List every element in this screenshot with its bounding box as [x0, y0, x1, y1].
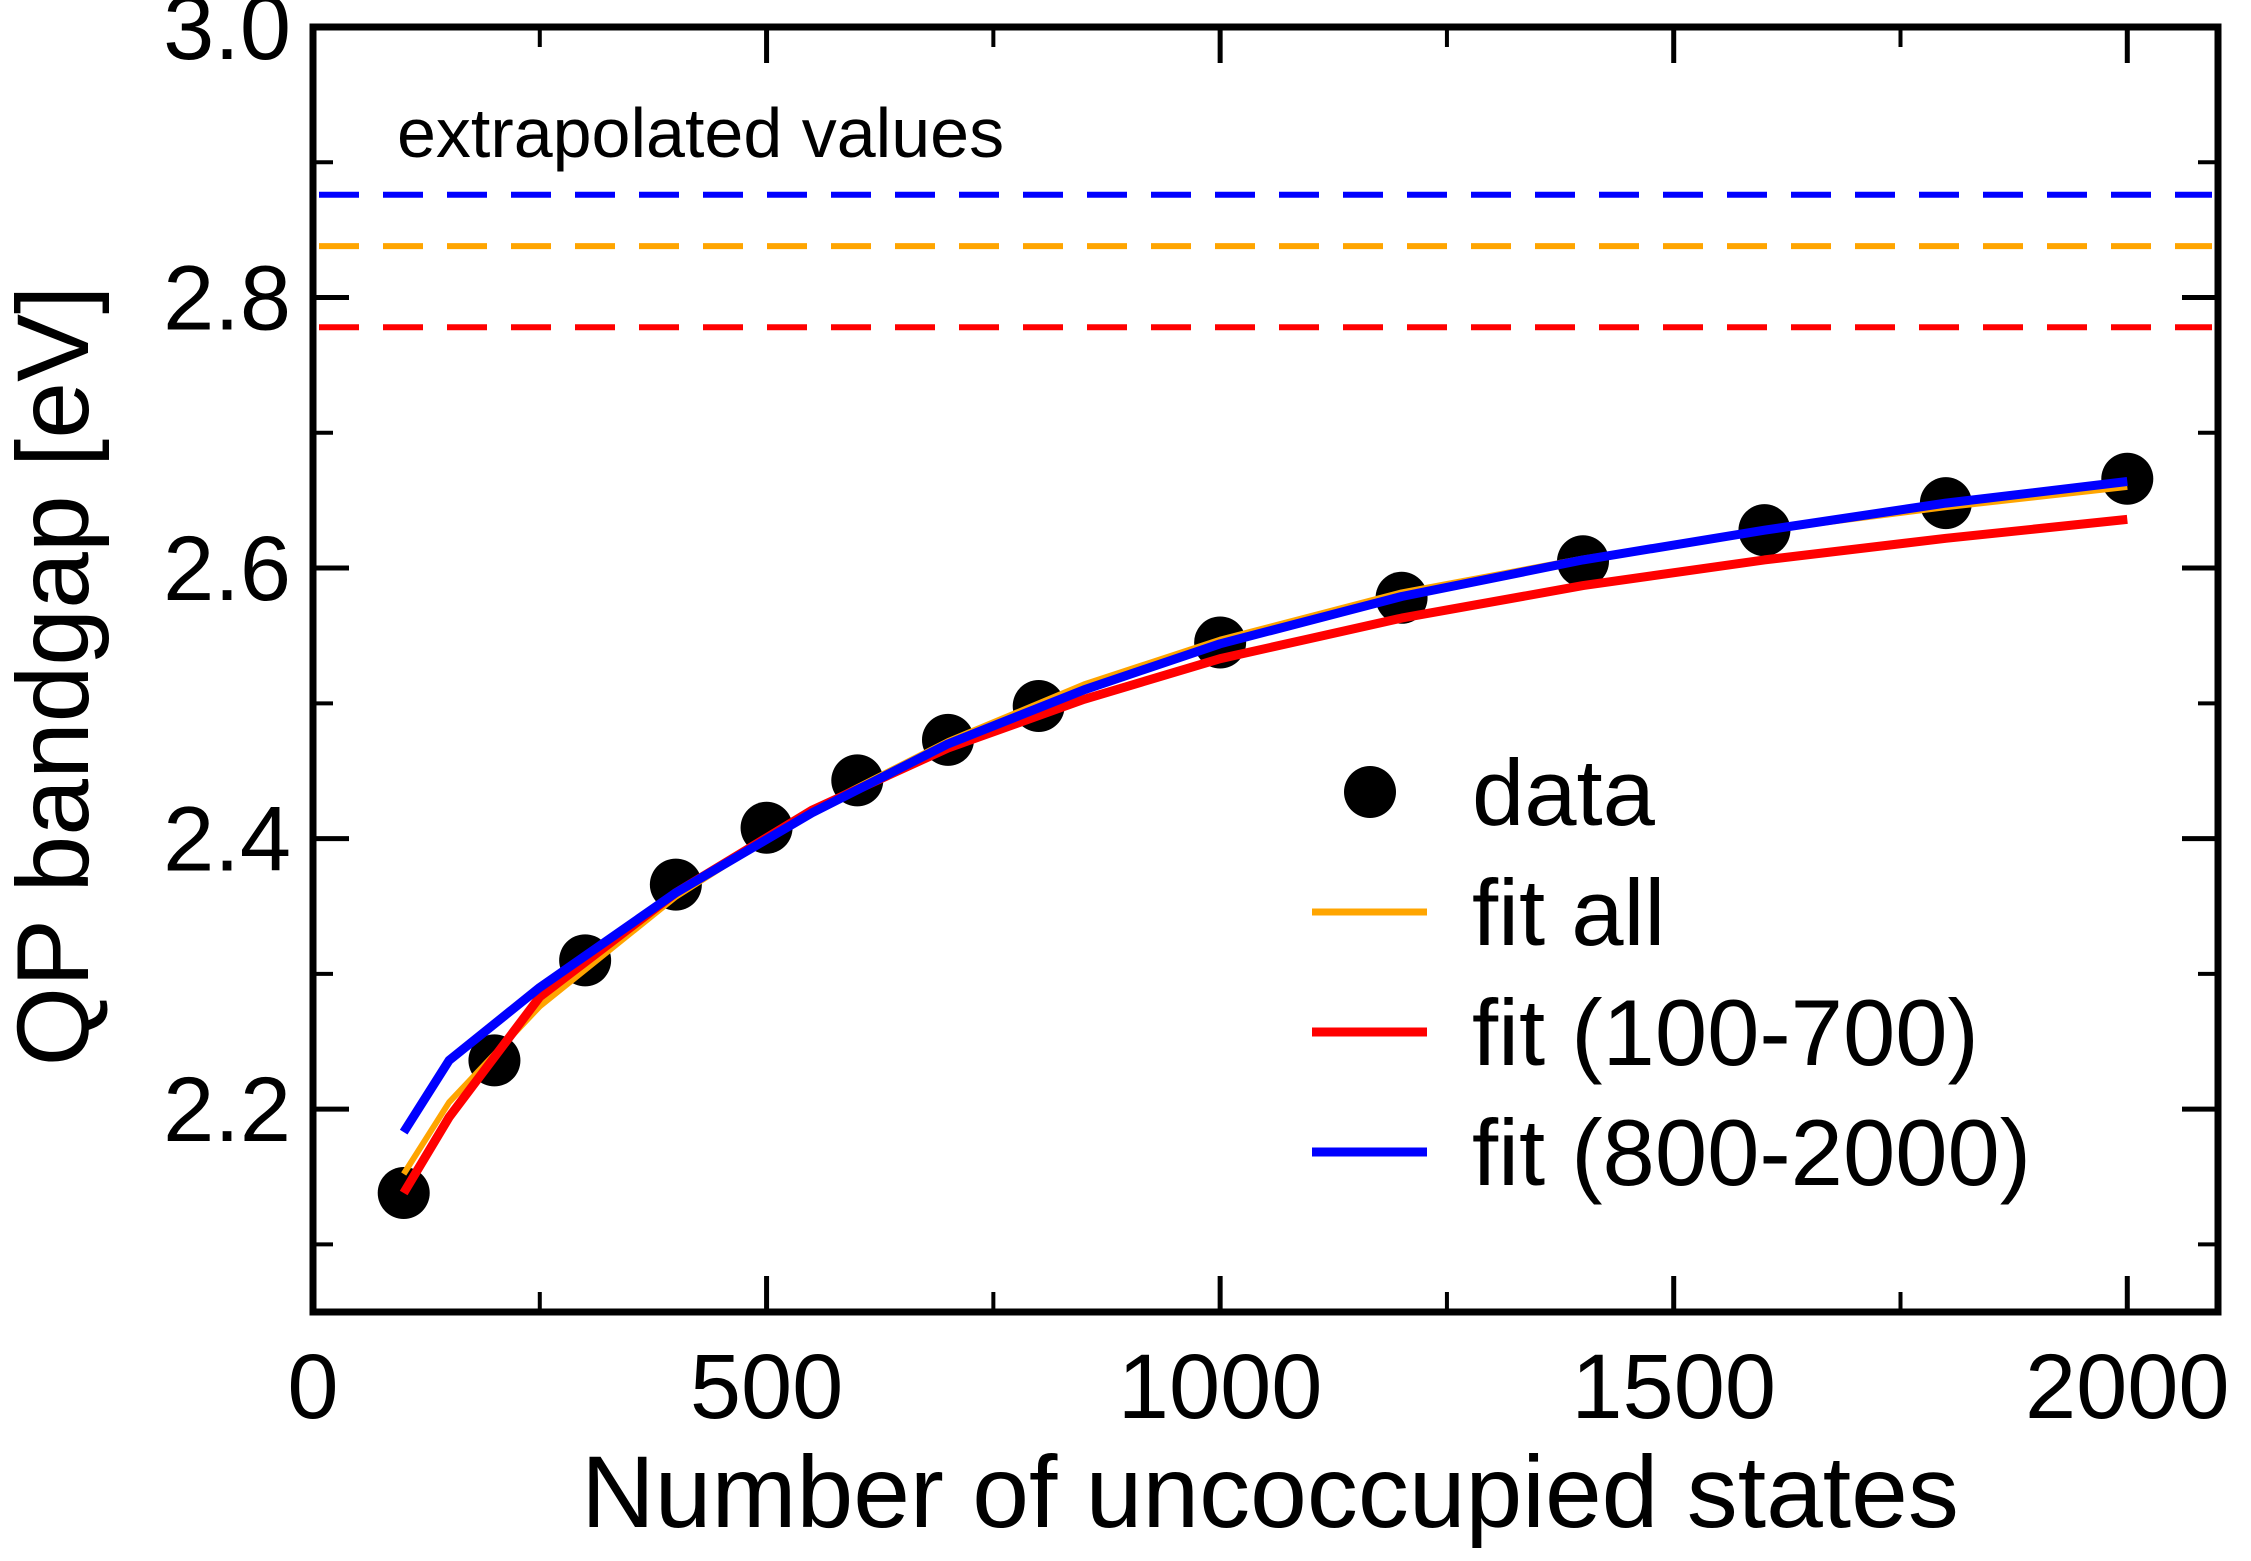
x-tick-label: 2000 — [2025, 1336, 2230, 1438]
legend-label: fit all — [1472, 860, 1665, 965]
series-line-fit-100-700- — [399, 514, 2128, 1196]
y-axis-title: QP bandgap [eV] — [0, 286, 110, 1067]
series-line-fit-800-2000- — [399, 477, 2128, 1135]
legend-entry-fit-100-700-: fit (100-700) — [1312, 980, 1979, 1085]
x-tick-label: 1000 — [1118, 1336, 1323, 1438]
legend-entry-data: data — [1344, 740, 1656, 845]
plot-frame — [309, 23, 2222, 1316]
x-tick-label: 1500 — [1571, 1336, 1776, 1438]
y-tick-label: 2.6 — [163, 518, 291, 620]
x-tick-label: 500 — [690, 1336, 844, 1438]
legend: data fit all fit (100-700) fit (800-2000) — [1312, 740, 2031, 1205]
y-tick-label: 2.4 — [163, 789, 291, 891]
data-point — [2101, 452, 2154, 505]
legend-label: fit (800-2000) — [1472, 1100, 2031, 1205]
axes: 0 500 1000 1500 2000 2.2 2.4 2.6 2.8 3.0 — [163, 0, 2230, 1438]
y-tick-label: 2.8 — [163, 248, 291, 350]
legend-label: data — [1472, 740, 1656, 845]
legend-marker — [1344, 766, 1396, 818]
y-tick-label: 3.0 — [163, 0, 291, 79]
annotation-extrapolated-values: extrapolated values — [397, 94, 1004, 172]
x-tick-label: 0 — [287, 1336, 338, 1438]
legend-label: fit (100-700) — [1472, 980, 1979, 1085]
plot-area — [319, 191, 2212, 1219]
y-tick-label: 2.2 — [163, 1059, 291, 1161]
x-axis-title: Number of uncoccupied states — [581, 1435, 1959, 1549]
legend-entry-fit-800-2000-: fit (800-2000) — [1312, 1100, 2031, 1205]
legend-entry-fit-all: fit all — [1312, 860, 1665, 965]
